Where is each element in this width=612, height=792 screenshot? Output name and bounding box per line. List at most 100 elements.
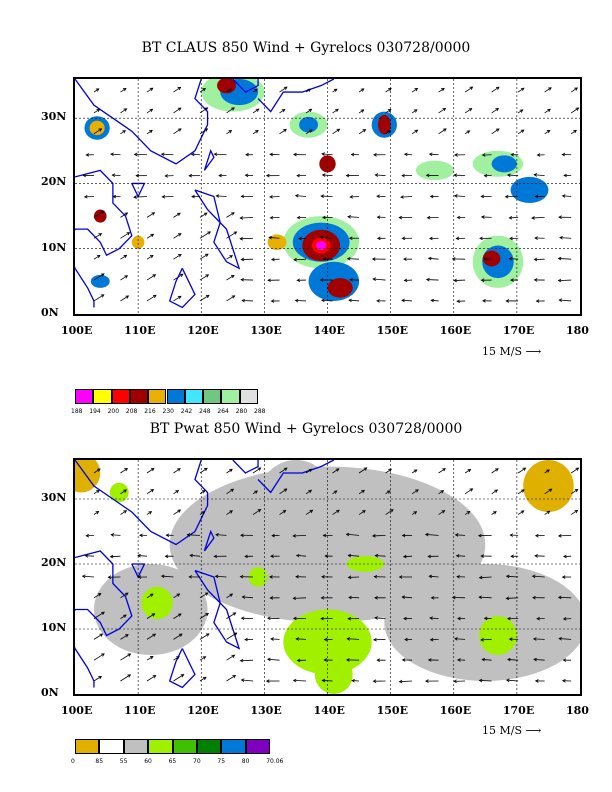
wind-vector-head [335,468,340,472]
wind-vector [173,128,182,135]
wind-vector-head [361,489,365,494]
wind-vector-head [443,128,447,132]
colorbar-level-label: 70 [193,758,201,765]
wind-vector [199,676,207,682]
wind-vector [375,174,386,177]
wind-vector-head [265,679,270,683]
wind-vector-head [321,152,325,156]
coastline-segment [203,529,215,552]
wind-vector-head [336,509,340,514]
wind-vector-head [469,86,474,90]
wind-vector-head [309,509,314,514]
wind-vector [252,108,260,114]
wind-vector-head [233,231,238,235]
wind-vector-head [350,152,355,157]
wind-vector [358,109,364,114]
wind-vector-head [230,488,235,493]
wind-vector-head [149,593,154,597]
wind-vector [146,233,154,239]
coastline-segment [257,79,335,113]
wind-vector-head [557,278,562,283]
wind-vector-head [266,616,271,621]
wind-vector-head [441,510,446,514]
wind-vector [199,613,209,619]
wind-vector-head [533,278,538,282]
wind-vector [120,255,127,260]
wind-vector-head [137,575,142,579]
wind-vector [173,468,181,474]
wind-vector [215,534,227,536]
wind-vector [358,490,365,495]
wind-vector-head [214,574,219,579]
field-contour [316,240,327,251]
wind-vector-head [451,257,456,261]
wind-vector-head [98,233,103,237]
wind-vector [507,659,519,661]
colorbar-swatch [172,739,197,754]
wind-vector-head [97,593,102,597]
wind-vector-head [229,255,233,259]
wind-vector [544,130,550,135]
wind-vector-head [176,593,181,597]
wind-vector-head [95,88,100,92]
wind-vector-head [100,273,105,277]
wind-vector-head [495,468,499,472]
wind-vector [570,107,579,114]
wind-vector-head [292,616,297,621]
wind-vector-head [376,215,381,220]
coastline-segment [194,569,241,650]
wind-vector [464,130,470,135]
wind-vector-head [373,574,378,579]
wind-vector-head [351,678,355,683]
wind-vector-head [427,554,432,559]
wind-vector-head [440,490,445,494]
coastline [75,460,335,689]
colorbar-swatch [184,389,204,404]
colorbar-level-label: 208 [125,408,138,415]
wind-vector-head [333,490,338,494]
wind-vector [199,592,208,599]
coastline-segment [194,189,241,270]
wind-vector-head [270,554,274,559]
wind-vector [544,488,552,495]
wind-vector-head [177,468,181,472]
wind-vector [544,469,550,474]
wind-vector-head [324,554,329,558]
wind-vector-head [232,674,237,679]
wind-vector-head [333,88,338,93]
wind-vector-head [123,108,128,112]
wind-vector-head [213,152,218,157]
wind-vector-head [430,596,435,600]
wind-vector [358,467,367,474]
colorbar-swatch [148,739,173,754]
wind-vector [454,195,466,197]
wind-vector-head [401,658,406,662]
wind-vector-head [177,613,182,617]
wind-vector [332,468,340,474]
wind-vector-head [241,298,245,303]
wind-vector-head [271,533,275,538]
wind-vector-head [296,278,301,283]
wind-vector [173,656,180,661]
wind-vector-head [345,658,350,662]
wind-vector-head [231,654,236,659]
wind-vector-head [557,256,562,261]
wind-vector-head [269,596,274,600]
wind-vector-head [107,575,112,579]
wind-vector-head [319,278,324,282]
colorbar-level-label: 288 [254,408,266,415]
wind-vector [267,658,280,661]
wind-vector-head [202,656,207,660]
wind-vector-head [204,253,209,257]
wind-vector-head [229,510,233,514]
wind-vector [93,273,105,281]
wind-vector [455,534,466,536]
reference-vector-label: 15 M/S [482,345,522,358]
wind-vector-head [270,299,275,303]
wind-vector-head [239,574,244,579]
wind-vector [93,489,100,495]
x-tick-label: 130E [250,324,282,337]
wind-vector-head [562,617,567,621]
field-contour [109,482,129,503]
wind-vector [438,510,445,515]
